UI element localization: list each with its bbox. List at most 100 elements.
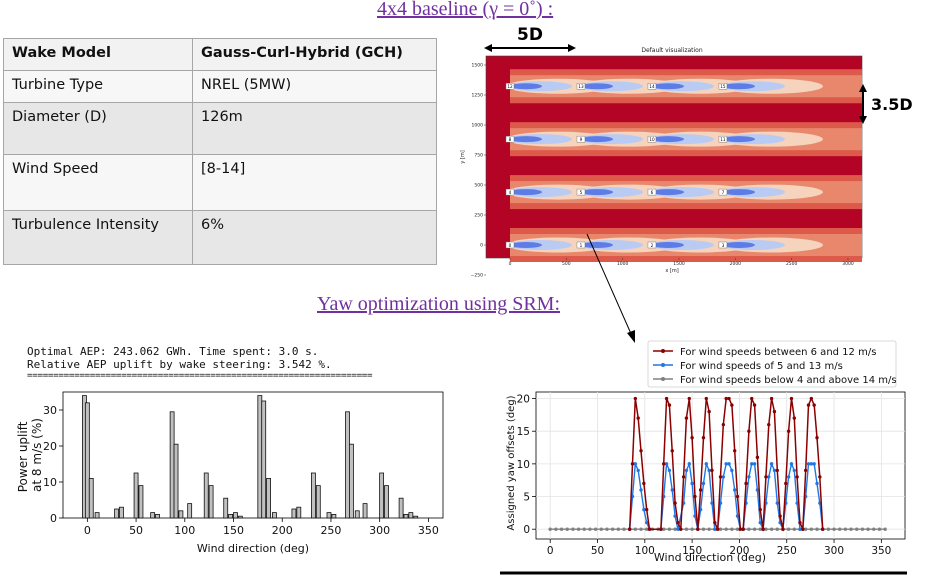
series-point: [778, 514, 782, 518]
bar-xtick-label: 0: [84, 524, 91, 537]
legend-marker: [661, 363, 665, 367]
table-cell-label: Turbulence Intensity: [3, 210, 193, 265]
bar-ytick-label: 0: [50, 512, 57, 525]
series-point: [676, 527, 680, 531]
series-point: [599, 527, 603, 531]
table-cell-label: Wake Model: [3, 38, 193, 71]
turbine-marker: [505, 241, 515, 249]
bar-xtick-label: 300: [369, 524, 390, 537]
yaw-offsets-chart: 0 50 100 150 200 250 300 350 0 5 10 15 20 Wind direc…: [500, 340, 907, 575]
series-point: [775, 468, 779, 473]
turbine-marker: [718, 83, 728, 90]
bar: [94, 512, 100, 519]
flow-ytick-label: 750: [474, 153, 483, 159]
baseline-title: 4x4 baseline (γ = 0˚) :: [377, 0, 554, 20]
series-point: [616, 527, 621, 531]
bar: [266, 478, 271, 519]
console-separator: ========================================…: [27, 370, 373, 381]
line-xtick-label: 50: [591, 545, 604, 557]
flow-visualization: Default visualization 12 13 14 158 9 10 114 5 6 7…: [460, 25, 913, 279]
bar: [208, 485, 214, 519]
line-ytick-label: 20: [517, 394, 530, 406]
series-point: [755, 488, 760, 492]
series-point: [565, 527, 569, 531]
series-point: [639, 488, 643, 492]
series-point: [809, 462, 814, 466]
spacing-y-label: 3.5D: [871, 95, 913, 114]
turbine-label: 8: [509, 137, 512, 142]
table-cell-label: Turbine Type: [3, 70, 193, 103]
series-point: [605, 527, 609, 531]
series-point: [684, 527, 689, 531]
series-point: [693, 494, 697, 499]
series-point: [707, 527, 711, 531]
series-point: [690, 527, 694, 531]
bar: [119, 506, 124, 519]
line-xtick-label: 0: [547, 545, 554, 557]
arrow-right-icon: [568, 44, 576, 52]
series-point: [843, 527, 848, 531]
turbine-label: 14: [649, 84, 655, 89]
series-point: [670, 488, 674, 492]
flow-xtick-label: 2500: [786, 261, 798, 267]
series-point: [752, 527, 757, 531]
series-point: [855, 527, 859, 531]
series-point: [690, 436, 694, 440]
series-point: [801, 527, 805, 531]
line-ytick-label: 15: [517, 426, 530, 438]
series-point: [750, 462, 754, 466]
series-point: [730, 468, 734, 473]
wake-deficit: [722, 136, 755, 143]
wake-deficit: [722, 242, 755, 248]
series-point: [758, 520, 762, 525]
series-point: [559, 527, 564, 531]
wake-deficit: [510, 189, 542, 196]
turbine-marker: [576, 188, 586, 196]
series-point: [750, 396, 754, 401]
series-point: [681, 475, 686, 479]
wake-deficit: [580, 189, 613, 196]
series-point: [812, 403, 816, 407]
series-point: [724, 396, 728, 401]
bar: [345, 411, 350, 519]
series-point: [764, 527, 768, 531]
bar-xlabel: Wind direction (deg): [197, 542, 309, 555]
series-point: [667, 527, 672, 531]
series-point: [755, 455, 760, 460]
series-point: [741, 527, 745, 531]
wake-deficit: [651, 189, 684, 196]
series-point: [775, 527, 779, 531]
turbine-marker: [647, 188, 657, 196]
turbine-marker: [576, 135, 586, 143]
flow-ytick-label: 1250: [472, 93, 484, 99]
series-point: [838, 527, 842, 531]
series-point: [710, 501, 714, 505]
table-row: Turbine Type NREL (5MW): [3, 70, 437, 103]
bar: [354, 510, 360, 519]
series-point: [679, 527, 683, 531]
series-point: [727, 396, 731, 401]
arrow-down-icon: [859, 116, 867, 124]
legend-label: For wind speeds between 6 and 12 m/s: [680, 347, 876, 358]
series-point: [630, 462, 635, 466]
series-point: [752, 403, 757, 407]
bar: [272, 512, 277, 519]
table-cell-label: Diameter (D): [3, 102, 193, 155]
wake-deficit: [510, 136, 542, 143]
series-point: [721, 475, 726, 479]
console-line-uplift: Relative AEP uplift by wake steering: 3.…: [27, 358, 332, 371]
power-uplift-chart: 0 50 100 150 200 250 300 350 0 10 20 30 Wind direct…: [16, 391, 444, 555]
turbine-label: 2: [651, 243, 654, 248]
bar: [228, 513, 233, 519]
series-point: [687, 462, 691, 466]
bar: [379, 472, 385, 519]
series-point: [701, 527, 706, 531]
bar: [362, 503, 368, 519]
series-point: [639, 449, 643, 453]
bar-xtick-label: 250: [320, 524, 341, 537]
series-point: [758, 527, 762, 531]
series-point: [789, 396, 794, 401]
series-point: [815, 436, 819, 440]
series-point: [775, 501, 779, 505]
series-point: [883, 527, 887, 531]
